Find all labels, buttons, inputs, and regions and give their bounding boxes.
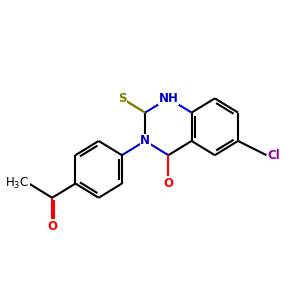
Text: O: O [164,177,173,190]
Text: Cl: Cl [268,149,281,162]
Text: S: S [118,92,126,105]
Text: N: N [140,134,150,148]
Text: NH: NH [158,92,178,105]
Text: H$_3$C: H$_3$C [5,176,29,191]
Text: O: O [47,220,57,232]
